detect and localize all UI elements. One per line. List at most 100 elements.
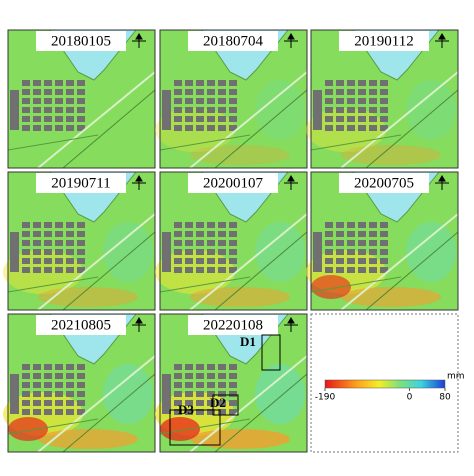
building-block xyxy=(218,125,226,131)
deformation-patch xyxy=(38,429,138,449)
building-block xyxy=(55,107,63,113)
building-block xyxy=(174,116,182,122)
building-block xyxy=(22,373,30,379)
building-block xyxy=(77,116,85,122)
building-block xyxy=(22,107,30,113)
building-block xyxy=(313,232,322,272)
building-block xyxy=(174,400,182,406)
building-block xyxy=(22,240,30,246)
building-block xyxy=(185,391,193,397)
building-block xyxy=(77,409,85,415)
building-block xyxy=(174,409,182,415)
date-label-box xyxy=(36,31,126,51)
building-block xyxy=(33,267,41,273)
building-block xyxy=(174,240,182,246)
building-block xyxy=(55,267,63,273)
railway xyxy=(214,373,308,453)
map-panel: 20190112 xyxy=(306,29,459,169)
building-block xyxy=(33,258,41,264)
building-block xyxy=(229,258,237,264)
building-block xyxy=(22,125,30,131)
building-block xyxy=(185,116,193,122)
building-block xyxy=(174,373,182,379)
north-arrow xyxy=(284,33,298,48)
building-block xyxy=(218,107,226,113)
building-block xyxy=(33,116,41,122)
building-block xyxy=(380,267,388,273)
building-block xyxy=(325,125,333,131)
building-block xyxy=(229,222,237,228)
building-block xyxy=(325,231,333,237)
building-block xyxy=(369,116,377,122)
building-block xyxy=(207,364,215,370)
building-block xyxy=(44,107,52,113)
building-block xyxy=(174,107,182,113)
building-block xyxy=(33,107,41,113)
building-block xyxy=(33,391,41,397)
building-block xyxy=(66,231,74,237)
building-block xyxy=(10,374,19,414)
building-block xyxy=(66,89,74,95)
building-block xyxy=(33,125,41,131)
building-block xyxy=(229,80,237,86)
date-label-box xyxy=(339,31,429,51)
building-block xyxy=(33,240,41,246)
building-block xyxy=(196,231,204,237)
building-block xyxy=(218,80,226,86)
building-block xyxy=(218,409,226,415)
panel-frame xyxy=(159,29,308,169)
building-block xyxy=(22,89,30,95)
building-block xyxy=(55,125,63,131)
building-block xyxy=(55,222,63,228)
building-block xyxy=(33,373,41,379)
building-block xyxy=(10,90,19,130)
building-block xyxy=(196,116,204,122)
building-block xyxy=(33,98,41,104)
building-block xyxy=(77,89,85,95)
building-block xyxy=(185,89,193,95)
panel-frame xyxy=(7,29,156,169)
building-block xyxy=(185,267,193,273)
panel-frame xyxy=(7,171,156,311)
building-block xyxy=(207,107,215,113)
building-block xyxy=(185,125,193,131)
annotation-label: D3 xyxy=(178,402,194,417)
building-block xyxy=(66,382,74,388)
deformation-patch xyxy=(160,417,200,441)
building-block xyxy=(380,116,388,122)
building-block xyxy=(229,391,237,397)
building-block xyxy=(66,373,74,379)
railway xyxy=(37,213,156,311)
building-block xyxy=(347,222,355,228)
building-block xyxy=(325,107,333,113)
date-label: 20190711 xyxy=(51,175,110,191)
building-block xyxy=(22,258,30,264)
building-block xyxy=(196,258,204,264)
building-block xyxy=(185,382,193,388)
building-block xyxy=(229,409,237,415)
building-block xyxy=(196,409,204,415)
building-block xyxy=(174,382,182,388)
building-block xyxy=(174,125,182,131)
building-block xyxy=(55,364,63,370)
building-block xyxy=(218,222,226,228)
railway xyxy=(189,355,308,453)
building-block xyxy=(207,373,215,379)
building-block xyxy=(66,391,74,397)
annotation-box xyxy=(212,394,239,416)
building-block xyxy=(196,382,204,388)
building-block xyxy=(218,382,226,388)
building-block xyxy=(229,240,237,246)
building-block xyxy=(336,267,344,273)
building-block xyxy=(336,231,344,237)
building-block xyxy=(336,240,344,246)
deformation-patch xyxy=(341,287,441,307)
colorbar xyxy=(324,379,446,389)
building-block xyxy=(33,222,41,228)
building-block xyxy=(380,258,388,264)
building-block xyxy=(22,409,30,415)
railway xyxy=(37,355,156,453)
building-block xyxy=(55,373,63,379)
road xyxy=(159,134,251,151)
deformation-patch xyxy=(341,145,441,165)
